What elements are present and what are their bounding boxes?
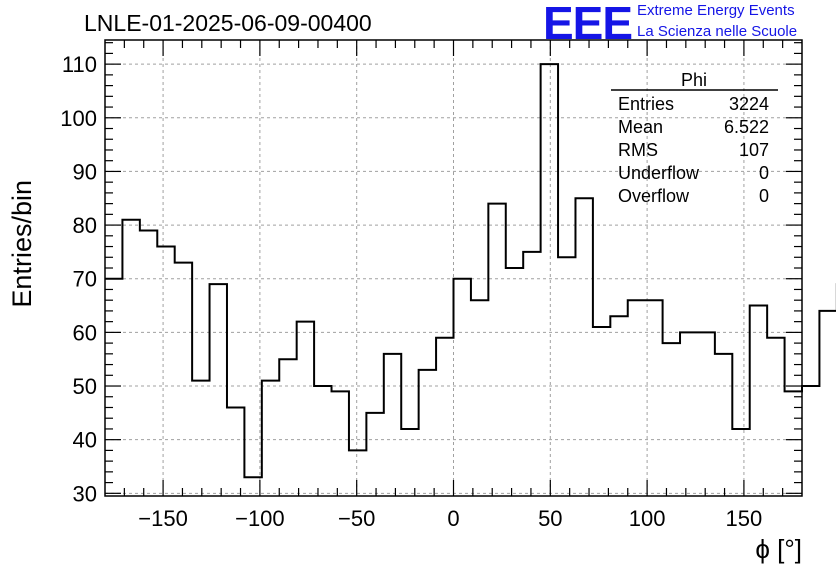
stats-box: Phi Entries 3224 Mean 6.522 RMS 107 Underflow 0… <box>611 70 778 206</box>
x-tick-label: −50 <box>338 506 375 531</box>
axis-ticks <box>105 40 802 496</box>
stats-value: 6.522 <box>724 117 769 137</box>
x-tick-label: −150 <box>138 506 188 531</box>
y-tick-label: 50 <box>73 374 97 399</box>
stats-label: RMS <box>618 140 658 160</box>
y-tick-label: 40 <box>73 428 97 453</box>
y-tick-label: 70 <box>73 267 97 292</box>
logo-subtitle-2: La Scienza nelle Scuole <box>637 23 798 40</box>
y-tick-label: 110 <box>62 52 97 77</box>
x-axis-label: ϕ [°] <box>755 534 802 564</box>
stats-label: Mean <box>618 117 663 137</box>
stats-value: 107 <box>739 140 769 160</box>
stats-label: Underflow <box>618 163 700 183</box>
x-tick-label: 150 <box>726 506 763 531</box>
eee-logo: EEE <box>543 0 633 49</box>
plot-frame <box>104 39 803 497</box>
stats-label: Entries <box>618 94 674 114</box>
y-tick-label: 30 <box>73 481 97 506</box>
stats-title: Phi <box>681 70 707 90</box>
histogram-line <box>105 63 836 479</box>
x-tick-label: 0 <box>447 506 459 531</box>
x-tick-labels: −150 −100 −50 0 50 100 150 <box>138 506 762 531</box>
y-axis-label: Entries/bin <box>7 180 37 308</box>
x-tick-label: 100 <box>629 506 666 531</box>
stats-value: 0 <box>759 163 769 183</box>
chart-title: LNLE-01-2025-06-09-00400 <box>84 10 372 36</box>
grid-lines <box>105 40 802 496</box>
stats-label: Overflow <box>618 186 690 206</box>
x-tick-label: −100 <box>235 506 285 531</box>
stats-value: 3224 <box>729 94 769 114</box>
y-tick-label: 100 <box>60 106 97 131</box>
logo-subtitle-1: Extreme Energy Events <box>637 2 795 19</box>
stats-value: 0 <box>759 186 769 206</box>
y-tick-label: 60 <box>73 320 97 345</box>
y-tick-labels: 30 40 50 60 70 80 90 100 110 <box>60 52 97 506</box>
y-tick-label: 90 <box>73 159 97 184</box>
x-tick-label: 50 <box>538 506 562 531</box>
y-tick-label: 80 <box>73 213 97 238</box>
